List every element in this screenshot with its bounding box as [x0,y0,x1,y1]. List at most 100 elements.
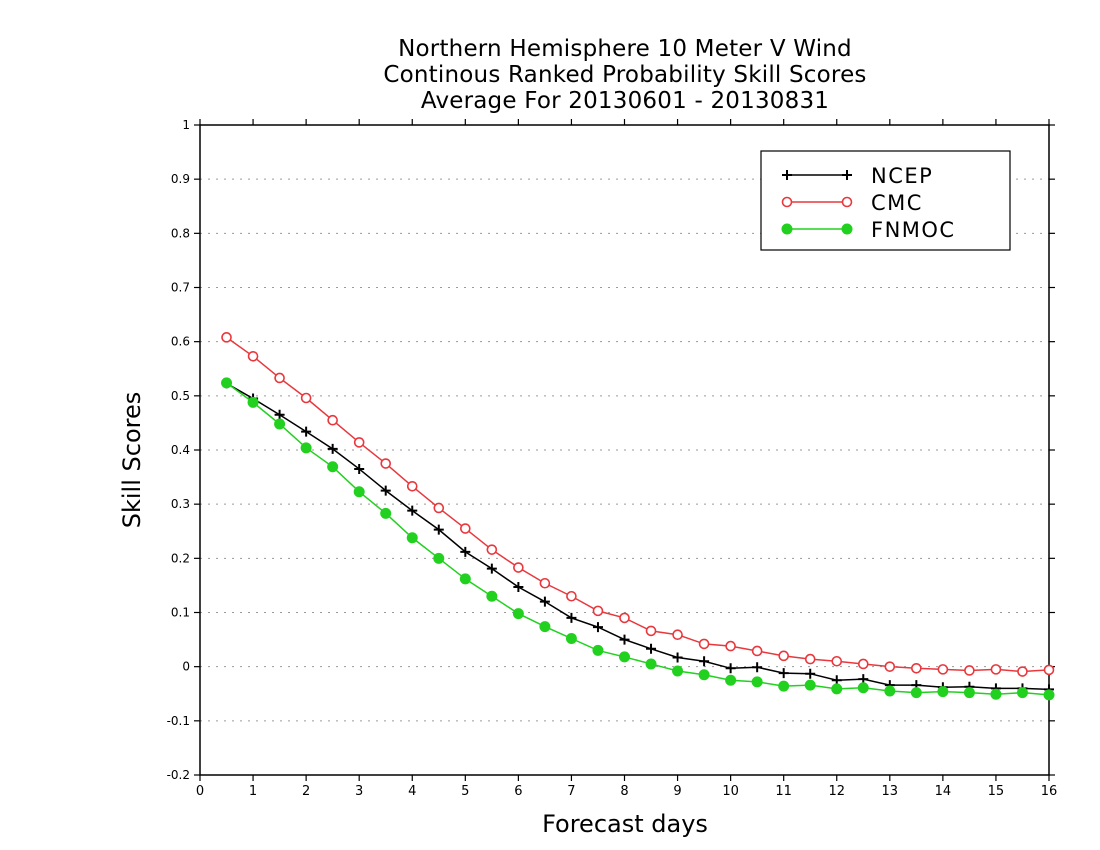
legend-fnmoc-point [841,223,853,235]
x-tick-label: 0 [196,784,204,799]
fnmoc-point [459,573,471,585]
y-tick-label: 0.9 [171,172,190,186]
cmc-point [1017,666,1028,677]
legend-label-cmc: CMC [871,191,923,215]
cmc-point [539,577,551,589]
x-tick-label: 15 [988,784,1005,799]
legend-label-ncep: NCEP [871,164,933,188]
x-tick-label: 10 [722,784,739,799]
fnmoc-point [565,633,577,644]
ncep-point [592,622,603,633]
cmc-point [433,502,445,514]
fnmoc-point [910,687,922,699]
y-tick-label: 0 [182,660,190,674]
x-tick-label: 4 [408,784,416,799]
legend-label-fnmoc: FNMOC [871,218,956,242]
cmc-point [831,655,843,667]
fnmoc-point [884,685,896,697]
cmc-point [486,544,498,555]
fnmoc-point [274,418,286,430]
cmc-point [1043,664,1055,676]
x-tick-label: 7 [567,784,575,799]
fnmoc-point [433,552,445,564]
ncep-point [327,443,338,454]
x-tick-label: 13 [882,784,899,799]
ncep-point [513,582,524,593]
ncep-point [486,563,497,574]
cmc-point [884,661,896,672]
x-tick-label: 5 [461,784,469,799]
ncep-point [274,409,285,420]
cmc-point [327,414,338,426]
ncep-point [672,652,683,663]
fnmoc-point [831,683,843,695]
fnmoc-point [1016,687,1028,699]
x-tick-label: 8 [620,784,628,799]
x-tick-label: 2 [302,784,310,799]
legend-ncep-point [782,170,792,180]
ncep-point [380,485,391,496]
cmc-point [406,480,418,492]
y-tick-label: 1 [182,118,190,132]
legend-item-cmc: CMC [781,191,923,215]
legend: NCEP CMC FNMOC [760,150,1011,251]
fnmoc-point [380,507,392,519]
ncep-point [301,426,312,437]
cmc-point [751,645,763,657]
cmc-point [221,332,232,343]
cmc-point [645,625,657,637]
fnmoc-point [725,674,737,686]
fnmoc-point [857,682,869,694]
cmc-point [513,562,524,573]
fnmoc-point [353,486,365,498]
cmc-point [247,350,259,362]
fnmoc-point [672,665,684,677]
cmc-point [566,590,577,602]
fnmoc-point [963,687,975,699]
x-tick-label: 9 [673,784,681,799]
series-cmc [221,332,1055,677]
cmc-line [226,336,1050,673]
fnmoc-point [221,377,233,389]
fnmoc-point [1043,689,1055,701]
chart-title-line-2: Continous Ranked Probability Skill Score… [383,62,867,88]
x-tick-label: 16 [1041,784,1058,799]
fnmoc-point [990,688,1002,700]
fnmoc-point [300,442,312,454]
fnmoc-point [937,686,949,698]
cmc-point [353,437,365,448]
fnmoc-point [247,396,259,408]
ncep-point [539,596,550,607]
ncep-line [226,382,1050,691]
cmc-point [937,664,949,675]
x-tick-label: 3 [355,784,363,799]
cmc-point [592,605,604,617]
fnmoc-point [778,680,790,692]
fnmoc-point [804,679,816,691]
cmc-point [672,629,683,641]
x-tick-label: 14 [935,784,952,799]
cmc-point [274,372,285,384]
fnmoc-point [512,608,524,620]
ncep-point [725,663,736,674]
y-tick-label: 0.6 [171,335,190,349]
y-axis-label: Skill Scores [118,391,146,529]
cmc-point [380,458,392,469]
x-tick-label: 12 [828,784,845,799]
cmc-point [619,612,630,624]
ncep-point [778,668,789,679]
y-tick-label: -0.2 [167,768,190,782]
fnmoc-point [751,676,763,688]
y-tick-label: -0.1 [167,714,190,728]
cmc-point [698,638,710,650]
cmc-point [300,392,312,404]
ncep-point [566,612,577,623]
y-tick-label: 0.2 [171,551,190,565]
cmc-point [857,658,869,670]
ncep-point [805,668,816,679]
fnmoc-point [619,651,630,663]
y-tick-label: 0.5 [171,389,190,403]
series-ncep [221,378,1054,695]
cmc-point [964,665,975,676]
